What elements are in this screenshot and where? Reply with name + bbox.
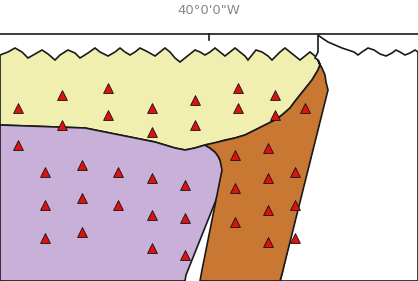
Point — [272, 93, 278, 97]
Point — [42, 203, 48, 207]
Point — [234, 86, 241, 90]
Point — [149, 213, 155, 217]
Point — [232, 153, 238, 157]
Point — [79, 196, 85, 200]
Point — [104, 113, 111, 117]
Point — [265, 208, 271, 212]
Point — [302, 106, 308, 110]
Point — [182, 183, 189, 187]
Point — [272, 113, 278, 117]
Point — [42, 236, 48, 240]
Polygon shape — [0, 125, 225, 281]
Point — [79, 163, 85, 167]
Point — [192, 123, 199, 127]
Point — [265, 176, 271, 180]
Text: 40°0'0"W: 40°0'0"W — [178, 3, 240, 17]
Point — [149, 130, 155, 134]
Point — [15, 106, 21, 110]
Point — [115, 170, 121, 174]
Point — [192, 98, 199, 102]
Point — [182, 216, 189, 220]
Point — [149, 176, 155, 180]
Point — [265, 146, 271, 150]
Point — [15, 143, 21, 147]
Point — [115, 203, 121, 207]
Point — [59, 123, 65, 127]
Point — [104, 86, 111, 90]
Point — [42, 170, 48, 174]
Point — [149, 246, 155, 250]
Point — [182, 253, 189, 257]
Polygon shape — [200, 60, 328, 281]
Polygon shape — [280, 35, 418, 281]
Point — [79, 230, 85, 234]
Point — [292, 170, 298, 174]
Point — [292, 236, 298, 240]
Polygon shape — [0, 48, 320, 150]
Point — [232, 220, 238, 224]
Point — [265, 240, 271, 244]
Point — [59, 93, 65, 97]
Point — [149, 106, 155, 110]
Point — [232, 186, 238, 190]
Point — [292, 203, 298, 207]
Point — [234, 106, 241, 110]
